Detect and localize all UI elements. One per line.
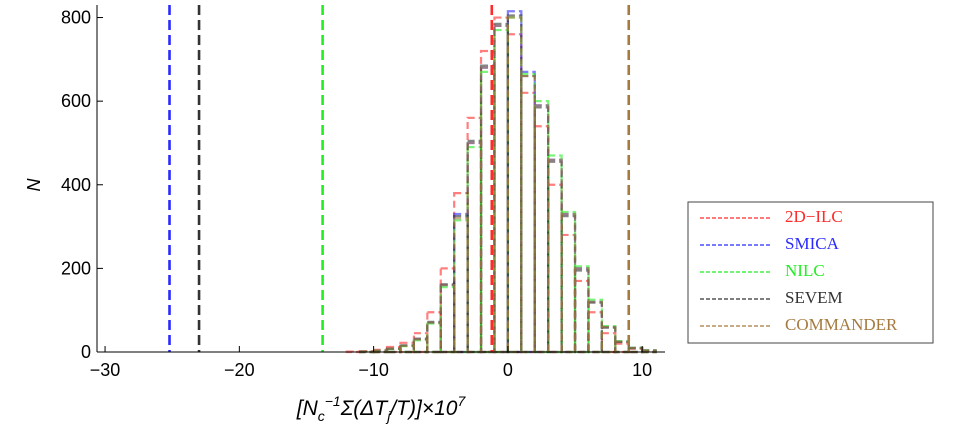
histogram-bar: [439, 284, 456, 354]
histogram-bar: [587, 301, 603, 354]
histogram-bar: [573, 269, 590, 354]
y-tick-label: 200: [61, 258, 91, 278]
histogram-bar: [520, 70, 536, 354]
histogram-bar: [520, 91, 536, 354]
histogram-bar: [547, 160, 563, 354]
histogram-bar: [533, 100, 550, 354]
x-tick-label: −20: [224, 360, 255, 380]
histogram-bar: [600, 326, 617, 354]
legend-label: SEVEM: [785, 288, 843, 307]
x-axis-label-part: c: [318, 408, 325, 424]
histogram-bar: [573, 279, 590, 354]
histogram-bar: [587, 300, 603, 354]
y-tick-label: 0: [81, 342, 91, 362]
histogram-bar: [587, 300, 603, 354]
histogram-bar: [533, 106, 550, 354]
x-tick-label: 0: [503, 360, 513, 380]
histogram-bar: [439, 283, 456, 354]
histogram-bar: [533, 125, 550, 354]
y-tick-label: 600: [61, 91, 91, 111]
histogram-bar: [426, 311, 442, 354]
histogram-bar: [412, 339, 429, 354]
legend-box: [687, 201, 934, 344]
histogram-bar: [385, 347, 402, 354]
histogram-bar: [426, 320, 442, 354]
histogram-bar: [560, 210, 577, 354]
histogram-bar: [493, 22, 509, 354]
histogram-bar: [587, 311, 603, 354]
histogram-bar: [426, 321, 442, 354]
histogram-bar: [614, 340, 630, 354]
histogram-bar: [614, 342, 630, 354]
histogram-bar: [466, 146, 483, 354]
histogram-bar: [600, 332, 617, 354]
histogram-bar: [506, 14, 523, 354]
histogram-bar: [547, 158, 563, 354]
y-axis-label: N: [24, 178, 44, 192]
x-axis-label-part: Σ(ΔT: [340, 397, 390, 420]
histogram-bar: [506, 10, 523, 354]
histogram-bar: [547, 158, 563, 354]
histogram-bar: [399, 341, 415, 354]
legend-label: 2D−ILC: [785, 207, 843, 226]
y-tick-label: 800: [61, 8, 91, 28]
histogram-bar: [573, 265, 590, 354]
y-tick-label: 400: [61, 175, 91, 195]
histogram-bar: [493, 24, 509, 354]
x-axis-label-part: 7: [457, 393, 466, 409]
histogram-bar: [493, 28, 509, 354]
histogram-bar: [439, 286, 456, 354]
histogram-bar: [453, 215, 469, 354]
histogram-bar: [426, 321, 442, 354]
histogram-bar: [506, 16, 523, 354]
x-tick-label: −30: [90, 360, 121, 380]
histogram-bar: [506, 16, 523, 354]
histogram-bar: [493, 24, 509, 354]
histogram-bar: [466, 116, 483, 354]
histogram-bar: [466, 139, 483, 354]
histogram-bar: [600, 325, 617, 354]
histogram-bar: [587, 298, 603, 354]
x-axis-label-part: [N: [296, 397, 319, 420]
histogram-bar: [412, 332, 429, 354]
histogram-bar: [600, 325, 617, 354]
histogram-bar: [506, 33, 523, 354]
histogram-bar: [520, 74, 536, 354]
histogram-bar: [560, 233, 577, 354]
histogram-bar: [453, 212, 469, 354]
histogram-bar: [439, 267, 456, 354]
legend-label: NILC: [785, 261, 825, 280]
histogram-bar: [493, 16, 509, 354]
x-axis-label-part: −1: [325, 393, 341, 409]
histogram-bar: [466, 141, 483, 354]
x-tick-label: 10: [632, 360, 652, 380]
x-axis-label: [Nc−1Σ(ΔTj/T)]×107: [296, 393, 467, 424]
histogram-bar: [439, 284, 456, 354]
histogram-bar: [412, 338, 429, 354]
histogram-bar: [560, 215, 577, 354]
x-axis-label-part: /T)]×10: [388, 397, 457, 420]
histogram-bar: [600, 324, 617, 354]
histogram-bar: [533, 104, 550, 354]
legend-label: COMMANDER: [785, 315, 898, 334]
histogram-bar: [453, 217, 469, 354]
histogram-bar: [453, 219, 469, 354]
x-tick-label: −10: [358, 360, 389, 380]
histogram-bar: [533, 104, 550, 354]
histogram-bar: [547, 183, 563, 354]
legend-label: SMICA: [785, 234, 840, 253]
x-axis-label-part: j: [385, 408, 391, 424]
histogram-bar: [466, 141, 483, 354]
histogram-bar: [426, 322, 442, 354]
histogram-bar: [520, 74, 536, 354]
histogram-bar: [520, 72, 536, 354]
